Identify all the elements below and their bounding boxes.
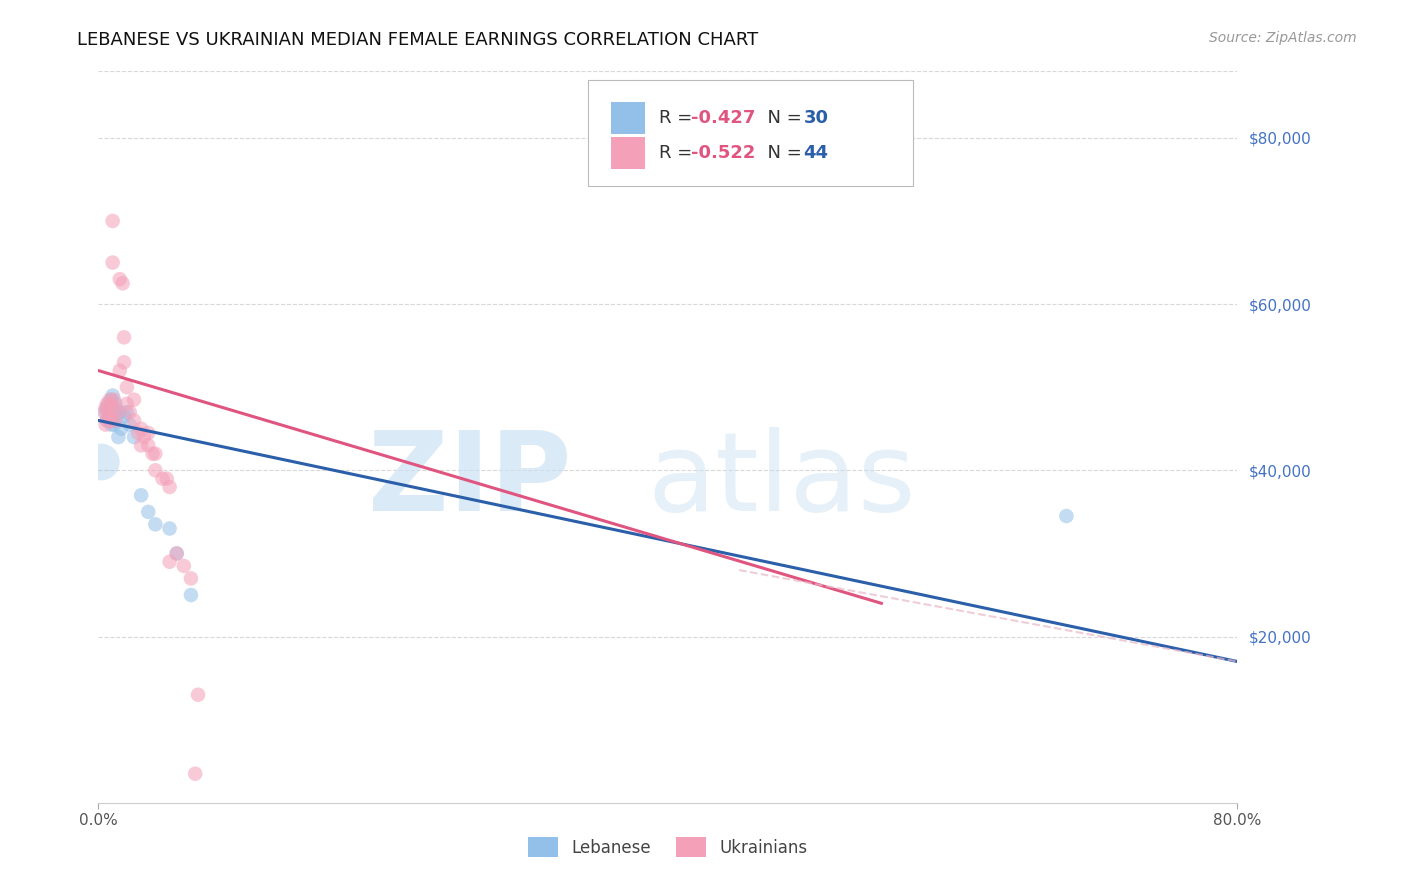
Point bbox=[122, 430, 145, 444]
Point bbox=[145, 463, 167, 477]
Point bbox=[129, 422, 152, 436]
Point bbox=[105, 409, 128, 424]
Point bbox=[166, 546, 188, 560]
Text: atlas: atlas bbox=[648, 427, 915, 534]
Point bbox=[100, 397, 122, 411]
Point bbox=[166, 546, 188, 560]
Point bbox=[112, 409, 135, 424]
Text: N =: N = bbox=[755, 109, 807, 128]
Point bbox=[100, 392, 122, 407]
Point bbox=[180, 571, 202, 585]
Point bbox=[101, 413, 124, 427]
Point bbox=[118, 405, 141, 419]
Point bbox=[97, 405, 120, 419]
Point bbox=[122, 392, 145, 407]
Text: 30: 30 bbox=[803, 109, 828, 128]
Point bbox=[101, 214, 124, 228]
FancyBboxPatch shape bbox=[612, 102, 645, 135]
Point bbox=[180, 588, 202, 602]
Point bbox=[97, 397, 120, 411]
Point bbox=[159, 521, 181, 535]
Point bbox=[90, 455, 112, 469]
Text: -0.522: -0.522 bbox=[690, 145, 755, 162]
Point bbox=[152, 472, 174, 486]
Point bbox=[132, 430, 155, 444]
Point bbox=[96, 413, 118, 427]
Text: 44: 44 bbox=[803, 145, 828, 162]
Point bbox=[136, 505, 159, 519]
Legend: Lebanese, Ukrainians: Lebanese, Ukrainians bbox=[522, 830, 814, 864]
Point bbox=[136, 438, 159, 452]
Point bbox=[156, 472, 179, 486]
Point bbox=[96, 401, 118, 415]
Point bbox=[122, 413, 145, 427]
Point bbox=[100, 413, 122, 427]
Point bbox=[112, 330, 135, 344]
Point bbox=[108, 363, 131, 377]
Point bbox=[93, 405, 115, 419]
Point bbox=[173, 558, 195, 573]
Point bbox=[145, 447, 167, 461]
Point bbox=[110, 422, 132, 436]
Point bbox=[112, 355, 135, 369]
Point bbox=[141, 447, 163, 461]
Point bbox=[104, 397, 127, 411]
Point bbox=[115, 380, 138, 394]
Point bbox=[108, 272, 131, 286]
Text: -0.427: -0.427 bbox=[690, 109, 755, 128]
Point bbox=[100, 417, 122, 432]
Point bbox=[136, 425, 159, 440]
Text: N =: N = bbox=[755, 145, 807, 162]
FancyBboxPatch shape bbox=[588, 80, 912, 186]
Point bbox=[96, 397, 118, 411]
Point bbox=[129, 488, 152, 502]
Point bbox=[94, 417, 117, 432]
Point bbox=[103, 417, 125, 432]
Point bbox=[145, 517, 167, 532]
Point bbox=[97, 409, 120, 424]
Point bbox=[187, 688, 209, 702]
Text: R =: R = bbox=[659, 145, 697, 162]
Point bbox=[115, 405, 138, 419]
Point bbox=[103, 392, 125, 407]
Point bbox=[94, 405, 117, 419]
Point bbox=[104, 413, 127, 427]
Point bbox=[184, 766, 207, 780]
Point bbox=[108, 405, 131, 419]
Point bbox=[98, 409, 121, 424]
Point bbox=[101, 401, 124, 415]
Point bbox=[159, 555, 181, 569]
Point bbox=[101, 255, 124, 269]
Point bbox=[104, 401, 127, 415]
Point bbox=[94, 401, 117, 415]
Point bbox=[98, 392, 121, 407]
Text: LEBANESE VS UKRAINIAN MEDIAN FEMALE EARNINGS CORRELATION CHART: LEBANESE VS UKRAINIAN MEDIAN FEMALE EARN… bbox=[77, 31, 759, 49]
Point bbox=[98, 405, 121, 419]
FancyBboxPatch shape bbox=[612, 137, 645, 169]
Point bbox=[101, 388, 124, 402]
Point bbox=[96, 413, 118, 427]
Point bbox=[105, 405, 128, 419]
Point bbox=[118, 417, 141, 432]
Point bbox=[1056, 509, 1078, 524]
Text: Source: ZipAtlas.com: Source: ZipAtlas.com bbox=[1209, 31, 1357, 45]
Text: R =: R = bbox=[659, 109, 697, 128]
Point bbox=[115, 397, 138, 411]
Point bbox=[98, 413, 121, 427]
Point bbox=[127, 425, 149, 440]
Point bbox=[107, 430, 129, 444]
Point bbox=[159, 480, 181, 494]
Point bbox=[103, 405, 125, 419]
Point bbox=[111, 277, 134, 291]
Text: ZIP: ZIP bbox=[368, 427, 571, 534]
Point bbox=[129, 438, 152, 452]
